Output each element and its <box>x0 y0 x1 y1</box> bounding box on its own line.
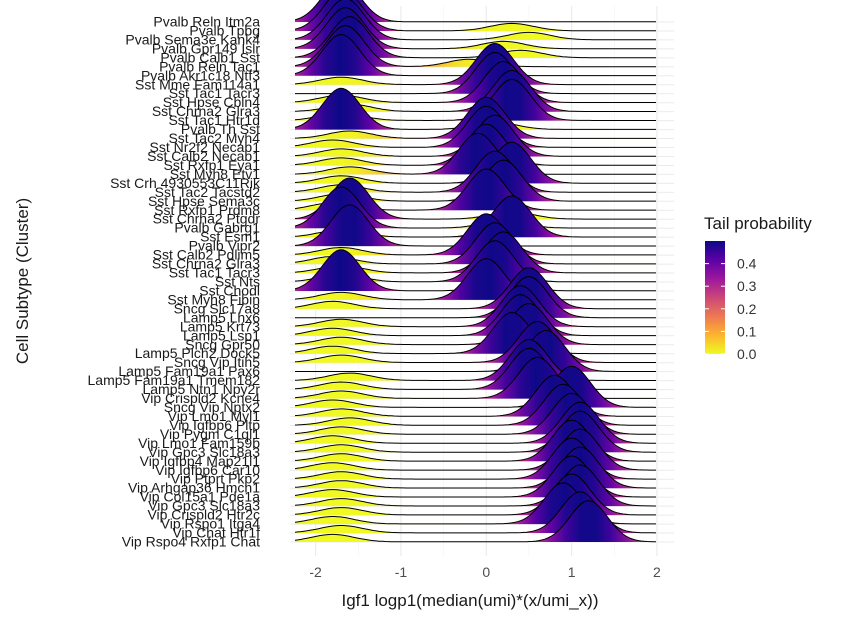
legend-tick-label: 0.1 <box>737 323 757 339</box>
legend-tick-label: 0.2 <box>737 301 757 317</box>
x-tick-label: -2 <box>309 564 322 580</box>
x-tick-label: 2 <box>653 564 661 580</box>
legend-title: Tail probability <box>704 214 812 233</box>
legend-tick-label: 0.3 <box>737 278 757 294</box>
category-label: Vip Rspo4 Rxfp1 Chat <box>122 534 260 550</box>
legend: Tail probability 0.0 0.1 0.2 0.3 0.4 <box>704 214 812 362</box>
x-axis: -2 -1 0 1 2 <box>309 564 661 580</box>
x-tick-label: -1 <box>395 564 408 580</box>
legend-tick-label: 0.4 <box>737 256 757 272</box>
ridge-layer <box>295 0 656 542</box>
legend-colorbar <box>705 241 725 354</box>
ridge-fill <box>295 348 656 389</box>
x-tick-label: 1 <box>568 564 576 580</box>
legend-tick-label: 0.0 <box>737 346 757 362</box>
ridge-outline <box>295 295 656 336</box>
x-axis-title: Igf1 logp1(median(umi)*(x/umi_x)) <box>342 591 599 610</box>
x-tick-label: 0 <box>482 564 490 580</box>
y-axis-title: Cell Subtype (Cluster) <box>13 198 32 364</box>
